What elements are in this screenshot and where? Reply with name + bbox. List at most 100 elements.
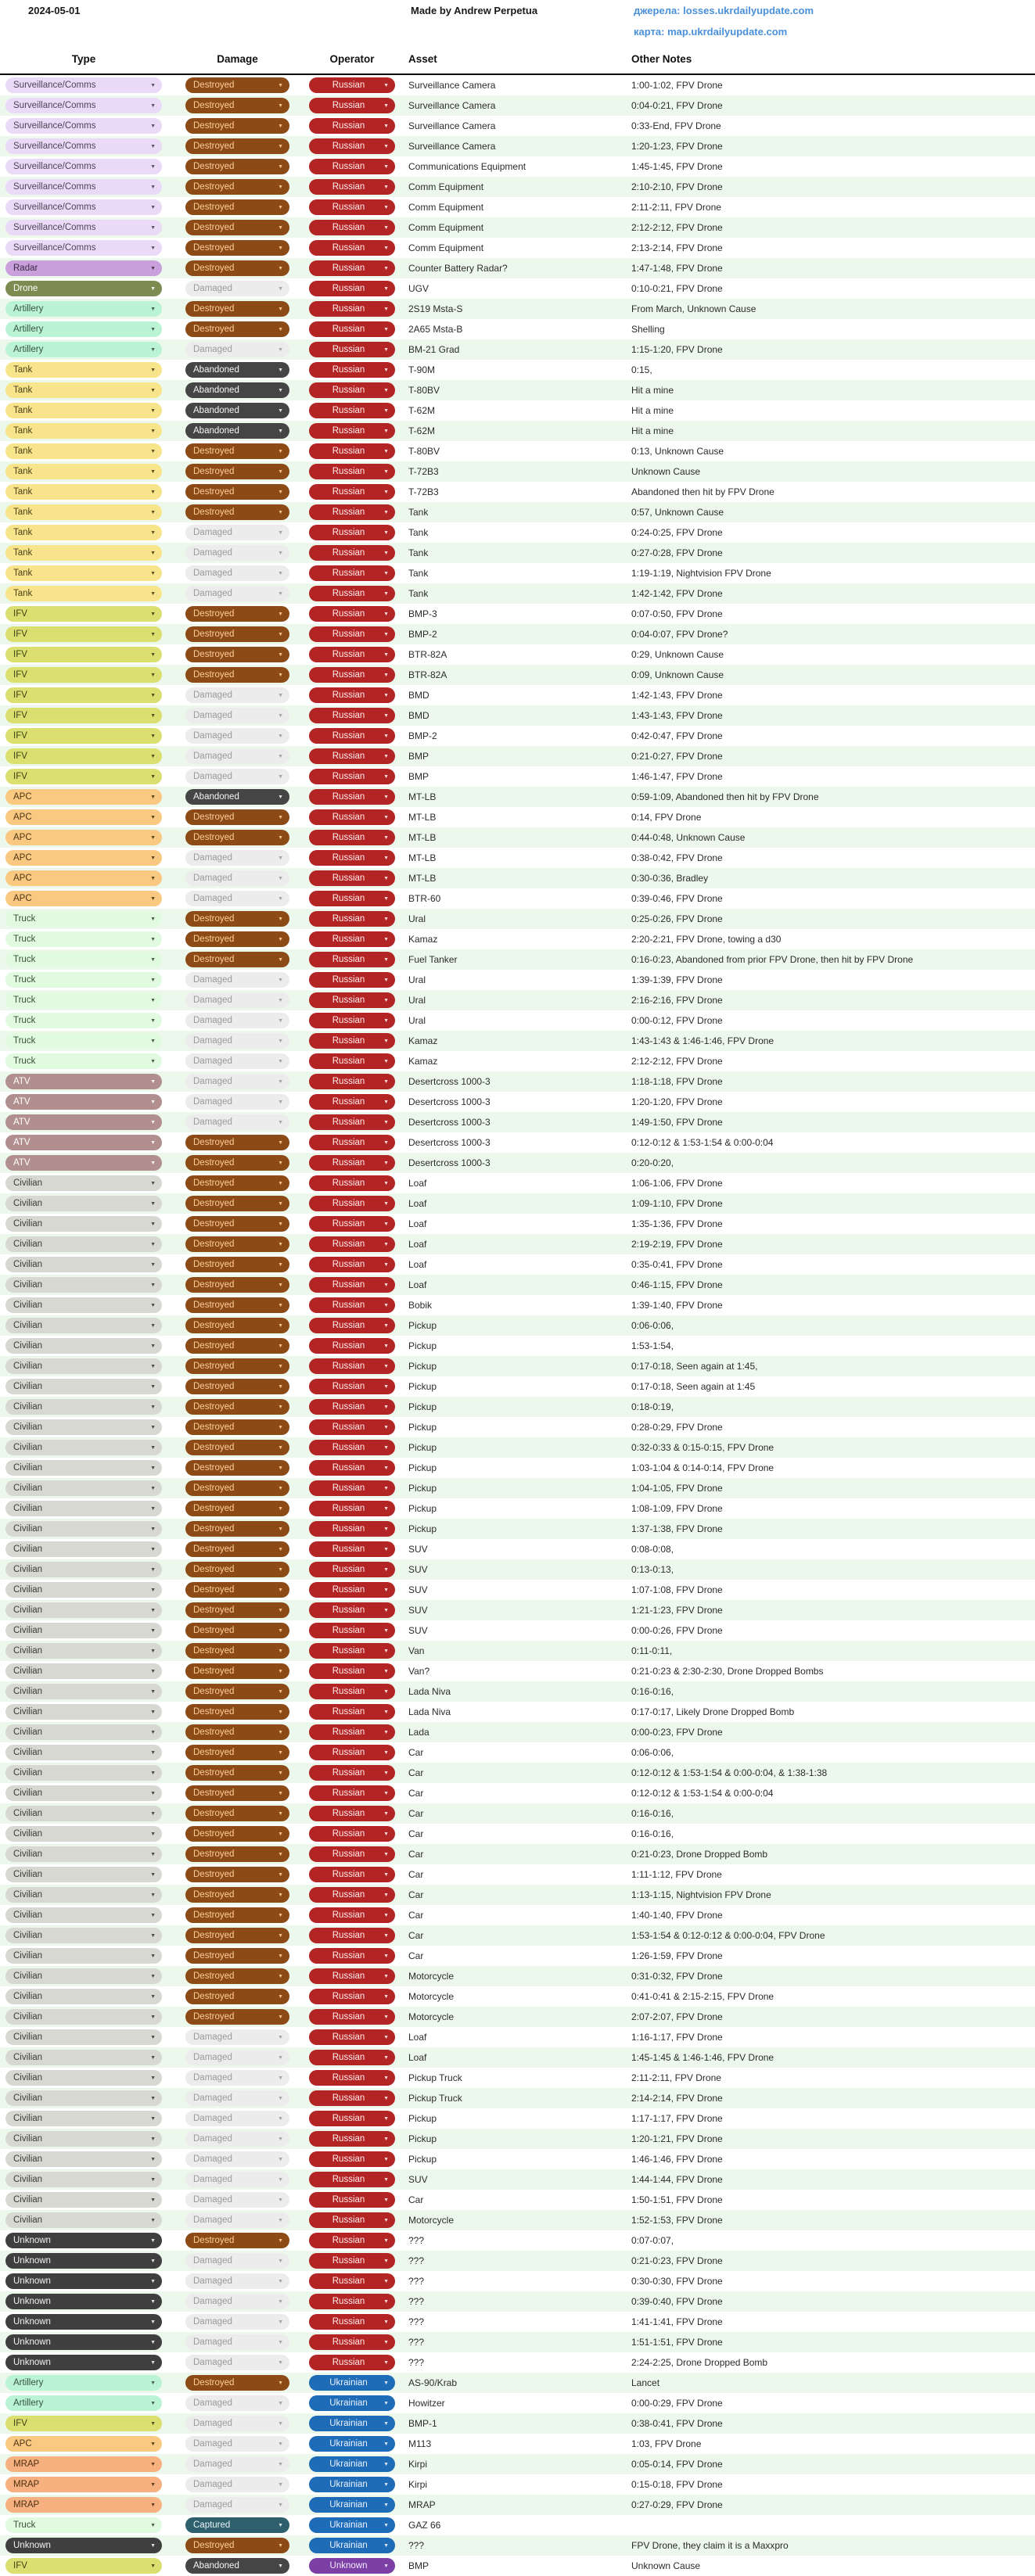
operator-dropdown[interactable]: Russian ▼ <box>309 342 395 357</box>
damage-dropdown[interactable]: Destroyed ▼ <box>185 2009 289 2025</box>
damage-dropdown[interactable]: Damaged ▼ <box>185 2294 289 2309</box>
damage-dropdown[interactable]: Damaged ▼ <box>185 2192 289 2208</box>
operator-dropdown[interactable]: Russian ▼ <box>309 2090 395 2106</box>
operator-dropdown[interactable]: Russian ▼ <box>309 1968 395 1984</box>
type-dropdown[interactable]: Surveillance/Comms ▼ <box>5 138 162 154</box>
damage-dropdown[interactable]: Destroyed ▼ <box>185 1948 289 1964</box>
type-dropdown[interactable]: Surveillance/Comms ▼ <box>5 118 162 134</box>
operator-dropdown[interactable]: Russian ▼ <box>309 504 395 520</box>
damage-dropdown[interactable]: Damaged ▼ <box>185 586 289 601</box>
damage-dropdown[interactable]: Damaged ▼ <box>185 2416 289 2431</box>
type-dropdown[interactable]: ATV ▼ <box>5 1094 162 1110</box>
operator-dropdown[interactable]: Ukrainian ▼ <box>309 2456 395 2472</box>
operator-dropdown[interactable]: Russian ▼ <box>309 606 395 622</box>
operator-dropdown[interactable]: Russian ▼ <box>309 443 395 459</box>
type-dropdown[interactable]: Civilian ▼ <box>5 1379 162 1394</box>
type-dropdown[interactable]: Radar ▼ <box>5 260 162 276</box>
operator-dropdown[interactable]: Russian ▼ <box>309 1745 395 1760</box>
type-dropdown[interactable]: Surveillance/Comms ▼ <box>5 77 162 93</box>
damage-dropdown[interactable]: Destroyed ▼ <box>185 1480 289 1496</box>
operator-dropdown[interactable]: Russian ▼ <box>309 1643 395 1659</box>
type-dropdown[interactable]: Unknown ▼ <box>5 2294 162 2309</box>
type-dropdown[interactable]: Civilian ▼ <box>5 2192 162 2208</box>
operator-dropdown[interactable]: Russian ▼ <box>309 1887 395 1903</box>
operator-dropdown[interactable]: Russian ▼ <box>309 1724 395 1740</box>
operator-dropdown[interactable]: Russian ▼ <box>309 769 395 784</box>
operator-dropdown[interactable]: Russian ▼ <box>309 626 395 642</box>
operator-dropdown[interactable]: Russian ▼ <box>309 301 395 317</box>
operator-dropdown[interactable]: Russian ▼ <box>309 870 395 886</box>
damage-dropdown[interactable]: Damaged ▼ <box>185 2355 289 2370</box>
type-dropdown[interactable]: Civilian ▼ <box>5 1846 162 1862</box>
type-dropdown[interactable]: Tank ▼ <box>5 464 162 479</box>
damage-dropdown[interactable]: Destroyed ▼ <box>185 911 289 927</box>
operator-dropdown[interactable]: Russian ▼ <box>309 931 395 947</box>
damage-dropdown[interactable]: Damaged ▼ <box>185 2253 289 2269</box>
operator-dropdown[interactable]: Ukrainian ▼ <box>309 2375 395 2391</box>
type-dropdown[interactable]: Tank ▼ <box>5 504 162 520</box>
operator-dropdown[interactable]: Russian ▼ <box>309 2192 395 2208</box>
operator-dropdown[interactable]: Russian ▼ <box>309 565 395 581</box>
type-dropdown[interactable]: IFV ▼ <box>5 2558 162 2574</box>
damage-dropdown[interactable]: Destroyed ▼ <box>185 484 289 500</box>
operator-dropdown[interactable]: Russian ▼ <box>309 1440 395 1455</box>
type-dropdown[interactable]: Civilian ▼ <box>5 1440 162 1455</box>
operator-dropdown[interactable]: Russian ▼ <box>309 1480 395 1496</box>
operator-dropdown[interactable]: Russian ▼ <box>309 2294 395 2309</box>
type-dropdown[interactable]: Civilian ▼ <box>5 1806 162 1821</box>
damage-dropdown[interactable]: Damaged ▼ <box>185 1114 289 1130</box>
type-dropdown[interactable]: Civilian ▼ <box>5 1338 162 1354</box>
type-dropdown[interactable]: Civilian ▼ <box>5 1684 162 1699</box>
damage-dropdown[interactable]: Destroyed ▼ <box>185 1236 289 1252</box>
operator-dropdown[interactable]: Russian ▼ <box>309 98 395 113</box>
damage-dropdown[interactable]: Damaged ▼ <box>185 2497 289 2513</box>
operator-dropdown[interactable]: Russian ▼ <box>309 2172 395 2187</box>
damage-dropdown[interactable]: Destroyed ▼ <box>185 464 289 479</box>
operator-dropdown[interactable]: Russian ▼ <box>309 2070 395 2086</box>
type-dropdown[interactable]: Artillery ▼ <box>5 2375 162 2391</box>
type-dropdown[interactable]: IFV ▼ <box>5 606 162 622</box>
operator-dropdown[interactable]: Russian ▼ <box>309 1379 395 1394</box>
type-dropdown[interactable]: APC ▼ <box>5 830 162 845</box>
damage-dropdown[interactable]: Damaged ▼ <box>185 281 289 296</box>
operator-dropdown[interactable]: Russian ▼ <box>309 464 395 479</box>
type-dropdown[interactable]: Civilian ▼ <box>5 1297 162 1313</box>
damage-dropdown[interactable]: Destroyed ▼ <box>185 1297 289 1313</box>
damage-dropdown[interactable]: Destroyed ▼ <box>185 1663 289 1679</box>
operator-dropdown[interactable]: Russian ▼ <box>309 1460 395 1476</box>
operator-dropdown[interactable]: Russian ▼ <box>309 1135 395 1150</box>
map-link[interactable]: карта: map.ukrdailyupdate.com <box>634 26 787 38</box>
damage-dropdown[interactable]: Destroyed ▼ <box>185 647 289 662</box>
type-dropdown[interactable]: Civilian ▼ <box>5 1765 162 1781</box>
type-dropdown[interactable]: Civilian ▼ <box>5 2111 162 2126</box>
type-dropdown[interactable]: Tank ▼ <box>5 382 162 398</box>
damage-dropdown[interactable]: Destroyed ▼ <box>185 1887 289 1903</box>
operator-dropdown[interactable]: Russian ▼ <box>309 2151 395 2167</box>
operator-dropdown[interactable]: Russian ▼ <box>309 952 395 967</box>
operator-dropdown[interactable]: Ukrainian ▼ <box>309 2517 395 2533</box>
operator-dropdown[interactable]: Russian ▼ <box>309 891 395 906</box>
operator-dropdown[interactable]: Russian ▼ <box>309 1013 395 1028</box>
type-dropdown[interactable]: Civilian ▼ <box>5 1867 162 1882</box>
damage-dropdown[interactable]: Abandoned ▼ <box>185 403 289 418</box>
damage-dropdown[interactable]: Destroyed ▼ <box>185 1440 289 1455</box>
type-dropdown[interactable]: Civilian ▼ <box>5 2151 162 2167</box>
operator-dropdown[interactable]: Russian ▼ <box>309 1582 395 1598</box>
damage-dropdown[interactable]: Destroyed ▼ <box>185 1643 289 1659</box>
type-dropdown[interactable]: IFV ▼ <box>5 667 162 683</box>
operator-dropdown[interactable]: Russian ▼ <box>309 1623 395 1638</box>
damage-dropdown[interactable]: Damaged ▼ <box>185 1013 289 1028</box>
type-dropdown[interactable]: Civilian ▼ <box>5 1643 162 1659</box>
operator-dropdown[interactable]: Ukrainian ▼ <box>309 2436 395 2452</box>
damage-dropdown[interactable]: Damaged ▼ <box>185 748 289 764</box>
type-dropdown[interactable]: Unknown ▼ <box>5 2334 162 2350</box>
type-dropdown[interactable]: IFV ▼ <box>5 2416 162 2431</box>
damage-dropdown[interactable]: Destroyed ▼ <box>185 220 289 235</box>
damage-dropdown[interactable]: Damaged ▼ <box>185 2395 289 2411</box>
operator-dropdown[interactable]: Russian ▼ <box>309 138 395 154</box>
operator-dropdown[interactable]: Russian ▼ <box>309 1216 395 1232</box>
operator-dropdown[interactable]: Russian ▼ <box>309 1846 395 1862</box>
damage-dropdown[interactable]: Damaged ▼ <box>185 2131 289 2147</box>
type-dropdown[interactable]: Civilian ▼ <box>5 1928 162 1943</box>
type-dropdown[interactable]: APC ▼ <box>5 870 162 886</box>
